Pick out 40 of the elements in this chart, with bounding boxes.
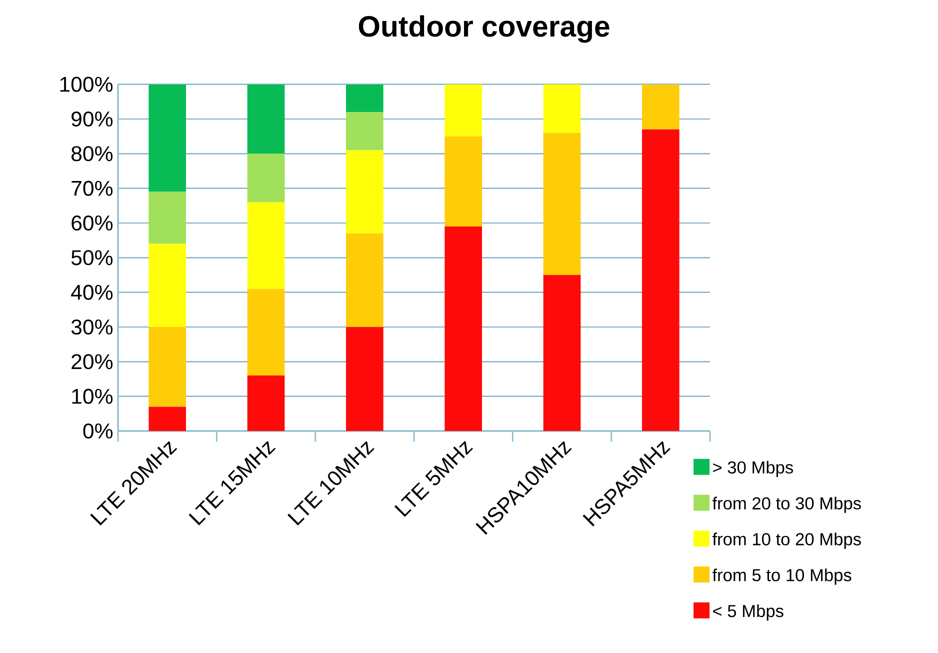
y-tick-label: 100% [60,76,113,92]
bar [148,192,186,244]
chart-title: Outdoor coverage [358,15,610,43]
bar [444,226,482,431]
bar [642,84,680,130]
bar [543,84,581,133]
bar [148,406,186,431]
bar [444,136,482,226]
bar [247,288,285,376]
legend-label: from 5 to 10 Mbps [712,568,852,585]
y-tick-label: 0% [83,423,113,439]
y-tick-label: 30% [71,319,113,335]
bar [346,84,384,112]
legend-label: from 10 to 20 Mbps [712,532,861,549]
y-tick-label: 60% [72,215,113,231]
legend-label: > 30 Mbps [713,460,793,478]
bar [444,84,482,136]
y-tick-label: 20% [72,354,113,370]
bar [148,244,186,327]
bar [247,84,285,154]
bar [346,327,384,431]
bar [247,154,285,202]
bar [642,129,680,431]
bar [346,150,384,234]
y-tick-label: 90% [72,111,113,127]
y-tick-label: 70% [72,180,113,196]
y-tick-label: 10% [72,388,113,404]
bar [247,202,285,289]
bar [346,233,384,327]
bar [543,274,581,431]
y-tick-label: 50% [71,250,113,266]
y-tick-label: 80% [72,146,113,162]
bar [148,84,186,192]
y-tick-label: 40% [71,284,113,300]
bar [346,112,384,150]
bar [247,376,285,431]
bar [543,132,581,275]
legend-label: < 5 Mbps [713,604,784,621]
legend-label: from 20 to 30 Mbps [712,496,861,513]
bar [148,327,186,407]
